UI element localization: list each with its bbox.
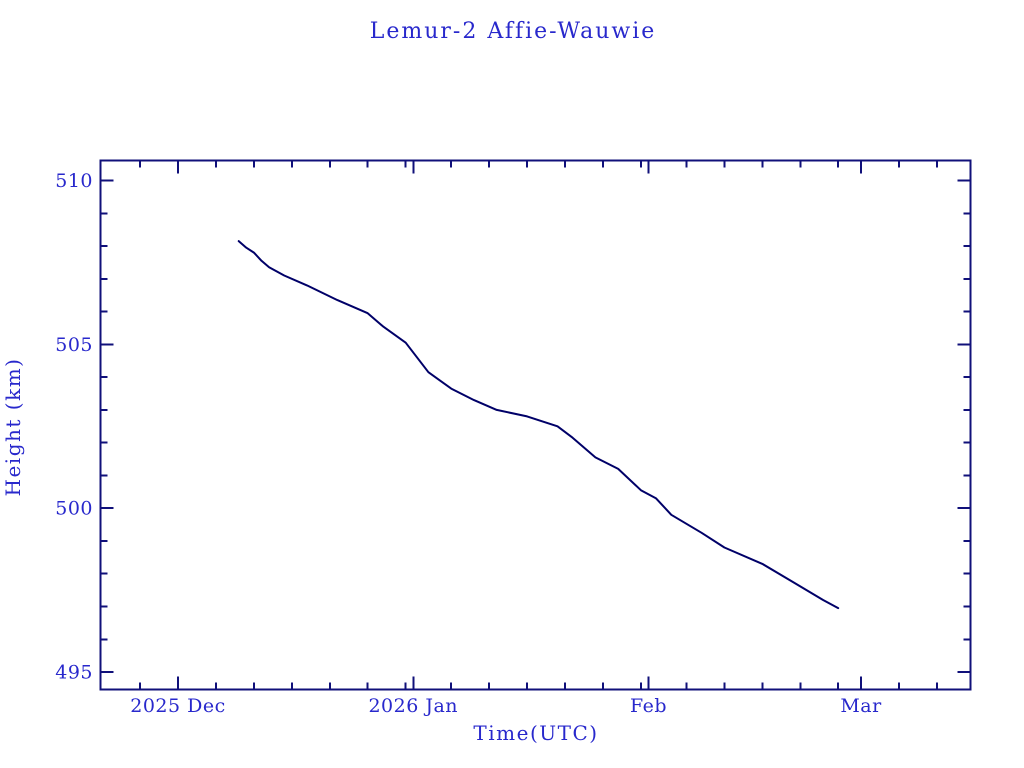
chart-title: Lemur-2 Affie-Wauwie — [370, 19, 657, 44]
data-series — [237, 240, 840, 610]
y-tick-label: 495 — [55, 662, 93, 684]
axis-ticks — [100, 160, 971, 690]
plot-border — [99, 159, 972, 691]
tick-labels: 2025 Dec 2026 Jan Feb Mar 495 500 505 510 — [55, 170, 882, 717]
y-tick-label: 505 — [55, 334, 93, 356]
height-curve — [237, 240, 840, 610]
x-tick-label: 2026 Jan — [368, 695, 458, 717]
x-tick-label: Feb — [630, 695, 667, 717]
x-tick-label: 2025 Dec — [130, 695, 226, 717]
x-tick-label: Mar — [840, 695, 882, 717]
y-tick-label: 500 — [55, 498, 93, 520]
y-axis-title: Height (km) — [1, 358, 25, 497]
x-axis-title: Time(UTC) — [473, 721, 598, 745]
y-tick-label: 510 — [55, 170, 93, 192]
plot-frame — [99, 159, 972, 691]
